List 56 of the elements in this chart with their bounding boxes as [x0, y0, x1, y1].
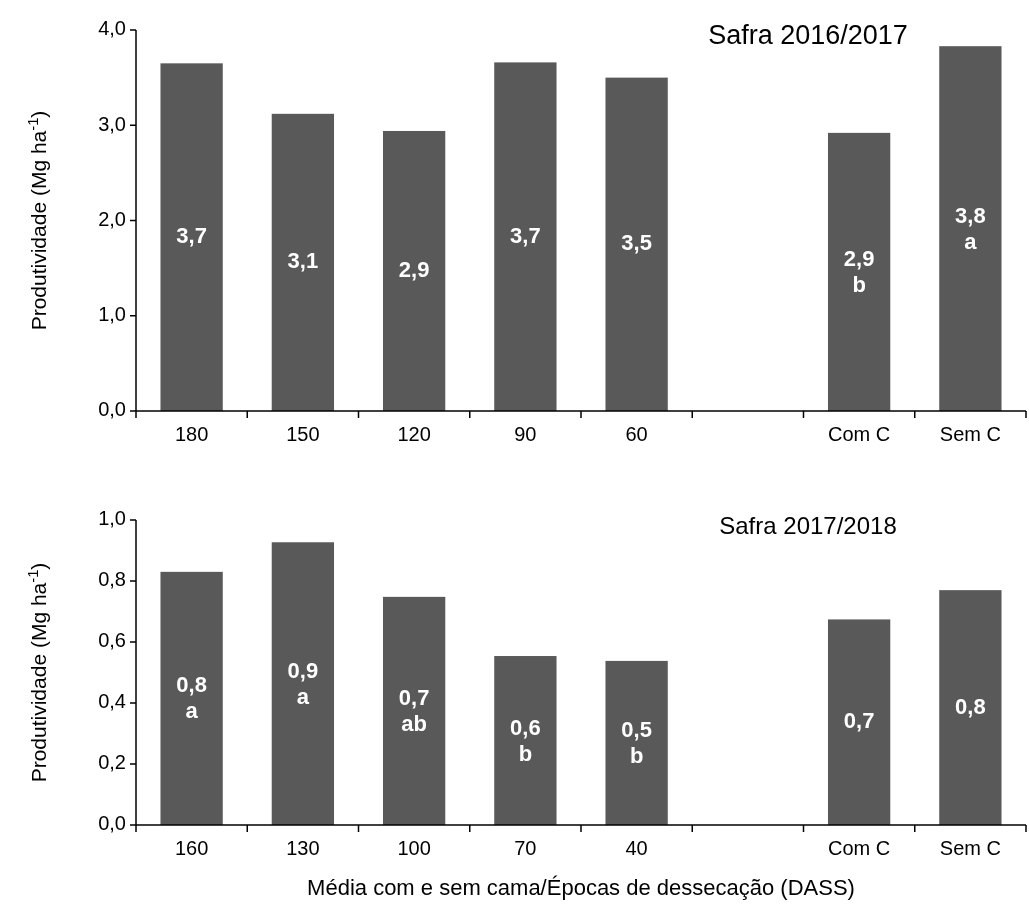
- bar: [382, 130, 446, 411]
- data-label: 0,8: [955, 693, 986, 719]
- x-tick-label: 180: [174, 423, 209, 445]
- x-tick-label: Com C: [828, 423, 891, 445]
- bar: [494, 62, 557, 411]
- x-tick-label: 160: [174, 837, 209, 859]
- x-tick-label: Sem C: [939, 837, 1001, 859]
- data-label: 2,9: [398, 256, 430, 282]
- bar: [827, 132, 891, 411]
- x-tick-label: 100: [397, 837, 431, 859]
- y-tick-label: 0,0: [98, 812, 126, 835]
- chart-title: Safra 2016/2017: [708, 20, 908, 50]
- data-label: 0,5 b: [621, 716, 652, 768]
- bar: [382, 596, 446, 825]
- y-tick-label: 0,0: [98, 398, 126, 421]
- data-label: 3,8 a: [955, 202, 986, 254]
- data-label: 3,7: [176, 222, 207, 248]
- bar: [160, 63, 223, 411]
- x-tick-label: 40: [625, 837, 648, 859]
- x-tick-label: 90: [514, 423, 537, 445]
- y-tick-label: 1,0: [98, 303, 126, 326]
- bar: [271, 113, 335, 411]
- bar: [605, 77, 668, 411]
- bar: [939, 46, 1002, 411]
- bar: [494, 656, 557, 825]
- data-label: 3,5: [621, 230, 652, 256]
- y-tick-label: 2,0: [98, 207, 126, 230]
- y-tick-label: 0,2: [98, 751, 126, 774]
- x-tick-label: Com C: [828, 837, 891, 859]
- data-label: 3,7: [510, 222, 541, 248]
- data-label: 2,9 b: [843, 245, 875, 297]
- data-label: 0,6 b: [510, 714, 541, 766]
- bar: [827, 619, 891, 825]
- data-label: 0,7 ab: [398, 684, 430, 736]
- x-tick-label: 130: [286, 837, 320, 859]
- bar: [605, 660, 668, 825]
- x-tick-label: 120: [397, 423, 431, 445]
- y-tick-label: 0,8: [98, 568, 126, 591]
- y-tick-label: 0,4: [98, 690, 126, 713]
- y-tick-label: 4,0: [98, 17, 126, 40]
- y-tick-label: 3,0: [98, 112, 126, 135]
- bar: [939, 590, 1002, 825]
- bar: [160, 571, 223, 825]
- chart-title: Safra 2017/2018: [719, 512, 897, 539]
- data-label: 0,7: [843, 708, 875, 734]
- x-tick-label: 70: [514, 837, 537, 859]
- data-label: 3,1: [287, 248, 319, 274]
- y-tick-label: 0,6: [98, 629, 126, 652]
- x-tick-label: 150: [286, 423, 320, 445]
- data-label: 0,9 a: [287, 657, 319, 709]
- bar: [271, 542, 335, 825]
- y-tick-label: 1,0: [98, 507, 126, 530]
- x-tick-label: Sem C: [939, 423, 1001, 445]
- data-label: 0,8 a: [176, 672, 207, 724]
- x-axis-title: Média com e sem cama/Épocas de dessecação (DASS): [307, 875, 855, 900]
- x-tick-label: 60: [625, 423, 648, 445]
